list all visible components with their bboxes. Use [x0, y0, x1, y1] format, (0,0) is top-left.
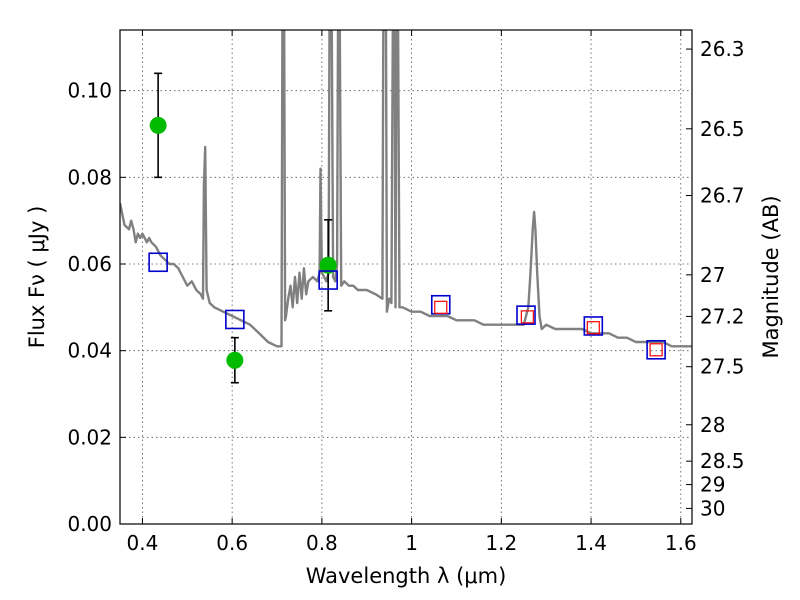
- observed-point: [226, 351, 244, 369]
- x-axis-label: Wavelength λ (μm): [306, 564, 507, 588]
- y-tick-label: 0.08: [67, 165, 112, 189]
- model-square: [583, 316, 604, 336]
- observed-point: [319, 256, 337, 274]
- model-square: [225, 309, 245, 330]
- x-tick-label: 0.8: [306, 531, 338, 555]
- model-square: [148, 252, 168, 273]
- limit-square: [649, 343, 663, 357]
- x-tick-label: 1.2: [485, 531, 517, 555]
- spectrum-line: [120, 30, 692, 348]
- magnitude-tick-label: 26.7: [700, 184, 745, 208]
- spectrum-layer: [120, 30, 692, 348]
- magnitude-tick-label: 28: [700, 413, 725, 437]
- y-axis-label: Flux Fν ( μJy ): [25, 206, 49, 349]
- x-tick-label: 1.6: [665, 531, 697, 555]
- y-tick-label: 0.06: [67, 252, 112, 276]
- tick-marks: [120, 30, 692, 525]
- model-square: [318, 270, 338, 290]
- magnitude-tick-label: 30: [700, 496, 725, 520]
- x-tick-label: 0.4: [127, 531, 159, 555]
- limit-square: [586, 321, 600, 335]
- magnitude-tick-label: 27: [700, 263, 725, 287]
- magnitude-tick-label: 27.2: [700, 304, 745, 328]
- y-tick-label: 0.10: [67, 79, 112, 103]
- x-tick-label: 1.4: [575, 531, 607, 555]
- observed-point: [149, 116, 167, 134]
- magnitude-axis-label: Magnitude (AB): [759, 195, 783, 358]
- x-tick-label: 0.6: [216, 531, 248, 555]
- magnitude-tick-label: 26.5: [700, 117, 745, 141]
- x-tick-label: 1: [405, 531, 418, 555]
- y-tick-label: 0.02: [67, 425, 112, 449]
- magnitude-tick-label: 27.5: [700, 355, 745, 379]
- y-tick-label: 0.04: [67, 339, 112, 363]
- limit-square: [434, 300, 448, 314]
- magnitude-tick-label: 29: [700, 473, 725, 497]
- y-tick-label: 0.00: [67, 512, 112, 536]
- limit-square: [520, 310, 534, 324]
- model-square: [516, 305, 536, 325]
- tick-labels: 0.4 0.6 0.8 1 1.2 1.4 1.6 0.00 0.02 0.04 0.06 0.08 0…: [67, 37, 744, 555]
- magnitude-tick-label: 28.5: [700, 449, 745, 473]
- markers-layer: [148, 72, 666, 384]
- plot-frame: [119, 29, 693, 525]
- magnitude-tick-label: 26.3: [700, 37, 745, 61]
- model-square: [646, 339, 666, 360]
